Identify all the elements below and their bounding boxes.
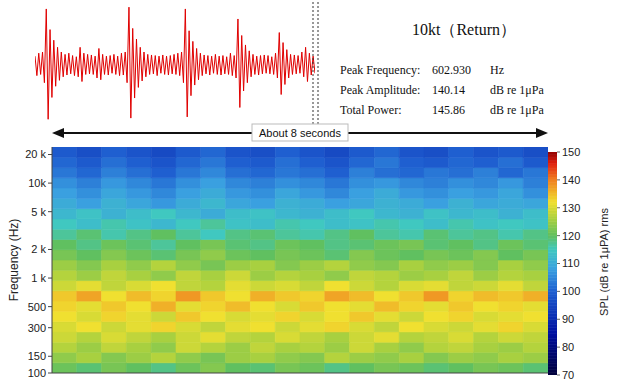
svg-text:100: 100 [562,285,580,297]
html-text:Hz: Hz [490,63,504,77]
svg-text:500: 500 [28,301,46,313]
html-text:About 8 seconds: About 8 seconds [259,127,341,139]
html-text:dB re 1μPa: dB re 1μPa [490,103,544,117]
html-text:Total Power:: Total Power: [340,103,402,117]
svg-text:300: 300 [28,322,46,334]
html-text:140.14: 140.14 [432,83,465,97]
svg-text:120: 120 [562,230,580,242]
html-text:SPL (dB re 1μPA) rms: SPL (dB re 1μPA) rms [598,208,610,316]
svg-text:100: 100 [28,367,46,379]
svg-text:5 k: 5 k [31,206,46,218]
html-text:Frequency (Hz): Frequency (Hz) [7,218,21,302]
svg-text:140: 140 [562,174,580,186]
html-text:145.86: 145.86 [432,103,465,117]
svg-text:1 k: 1 k [31,272,46,284]
svg-text:10k: 10k [28,177,46,189]
html-text:Peak Amplitude:: Peak Amplitude: [340,83,421,97]
svg-text:150: 150 [562,146,580,158]
html-text:dB re 1μPa: dB re 1μPa [490,83,544,97]
html-text:602.930: 602.930 [432,63,471,77]
svg-text:70: 70 [562,369,574,381]
html-text:Peak Frequency:: Peak Frequency: [340,63,421,77]
svg-text:20 k: 20 k [25,148,46,160]
svg-text:80: 80 [562,341,574,353]
svg-text:110: 110 [562,257,580,269]
svg-text:2 k: 2 k [31,243,46,255]
svg-text:130: 130 [562,202,580,214]
html-text:10kt（Return）: 10kt（Return） [412,21,516,38]
svg-text:90: 90 [562,313,574,325]
svg-text:150: 150 [28,350,46,362]
